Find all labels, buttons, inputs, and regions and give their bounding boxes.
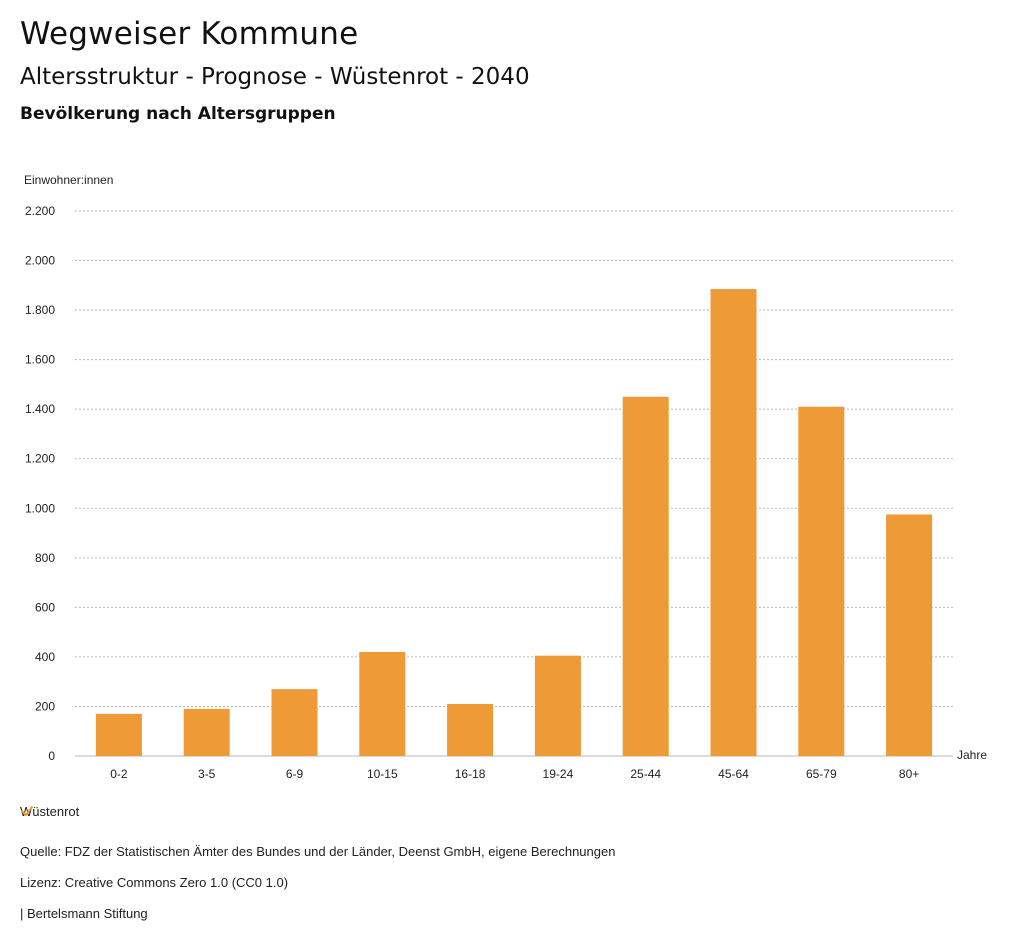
x-tick-label: 6-9 — [286, 767, 304, 781]
y-tick-label: 800 — [35, 551, 55, 565]
y-tick-label: 2.000 — [25, 254, 55, 268]
bar-80+[interactable] — [886, 514, 933, 756]
bar-3-5[interactable] — [183, 708, 230, 756]
x-tick-label: 45-64 — [718, 767, 749, 781]
license-note: Lizenz: Creative Commons Zero 1.0 (CC0 1… — [20, 875, 289, 890]
y-tick-label: 1.400 — [25, 402, 55, 416]
bar-65-79[interactable] — [798, 406, 845, 756]
bar-6-9[interactable] — [271, 689, 318, 756]
x-tick-label: 3-5 — [198, 767, 216, 781]
y-tick-label: 600 — [35, 600, 55, 614]
legend-item-wuestenrot[interactable]: Wüstenrot — [20, 804, 79, 819]
bar-chart: Einwohner:innen 0 200 400 600 800 1.000 1.200 1… — [24, 173, 987, 781]
bar-25-44[interactable] — [622, 396, 669, 756]
check-icon — [21, 806, 33, 816]
y-tick-label: 400 — [35, 650, 55, 664]
chart-title: Altersstruktur - Prognose - Wüstenrot - … — [20, 64, 530, 90]
y-tick-label: 1.200 — [25, 452, 55, 466]
x-ticks: 0-2 3-5 6-9 10-15 16-18 19-24 25-44 45-64 65-79 8… — [110, 767, 919, 781]
chart-subtitle: Bevölkerung nach Altersgruppen — [20, 104, 336, 124]
y-ticks: 0 200 400 600 800 1.000 1.200 1.400 1.600 1.800 2.… — [25, 204, 55, 763]
bar-10-15[interactable] — [359, 651, 406, 756]
bar-0-2[interactable] — [95, 713, 142, 756]
x-tick-label: 19-24 — [543, 767, 574, 781]
y-axis-label: Einwohner:innen — [24, 173, 113, 187]
x-axis-label: Jahre — [957, 748, 987, 762]
y-tick-label: 0 — [48, 749, 55, 763]
y-tick-label: 1.000 — [25, 501, 55, 515]
bars — [95, 289, 933, 756]
y-tick-label: 1.800 — [25, 303, 55, 317]
source-note: Quelle: FDZ der Statistischen Ämter des … — [20, 844, 616, 859]
x-tick-label: 80+ — [899, 767, 919, 781]
legend-label: Wüstenrot — [20, 804, 80, 819]
y-tick-label: 2.200 — [25, 204, 55, 218]
bar-45-64[interactable] — [710, 289, 757, 756]
publisher-link[interactable]: | Bertelsmann Stiftung — [20, 906, 148, 921]
x-tick-label: 16-18 — [455, 767, 486, 781]
x-tick-label: 25-44 — [630, 767, 661, 781]
bar-19-24[interactable] — [534, 655, 581, 756]
y-tick-label: 200 — [35, 699, 55, 713]
y-tick-label: 1.600 — [25, 353, 55, 367]
x-tick-label: 65-79 — [806, 767, 837, 781]
bar-16-18[interactable] — [447, 703, 494, 756]
x-tick-label: 0-2 — [110, 767, 128, 781]
x-tick-label: 10-15 — [367, 767, 398, 781]
brand-title: Wegweiser Kommune — [20, 16, 359, 52]
